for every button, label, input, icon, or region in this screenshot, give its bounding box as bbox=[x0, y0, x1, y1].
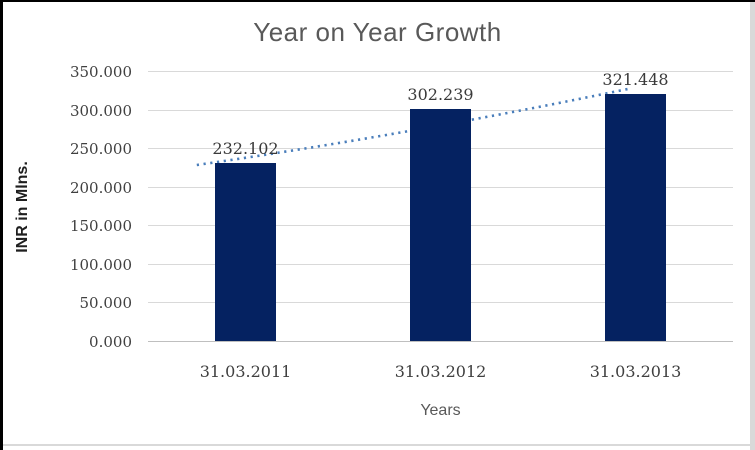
frame-right-edge bbox=[750, 2, 755, 450]
bar bbox=[605, 94, 666, 341]
bar bbox=[215, 162, 276, 341]
y-axis-tick-labels: 0.000 50.000 100.000 150.000 200.000 250.000 3… bbox=[0, 63, 140, 351]
plot-area: 232.102 302.239 321.448 bbox=[148, 70, 733, 342]
bar-data-label: 302.239 bbox=[407, 84, 474, 104]
y-tick-label: 250.000 bbox=[69, 140, 132, 159]
trendline bbox=[196, 86, 632, 167]
y-tick-label: 0.000 bbox=[89, 333, 132, 351]
bar-data-label: 232.102 bbox=[212, 138, 279, 158]
frame-top-edge bbox=[0, 0, 755, 2]
x-tick-label: 31.03.2011 bbox=[199, 362, 292, 381]
x-axis-line bbox=[148, 341, 733, 342]
y-tick-label: 350.000 bbox=[69, 63, 132, 81]
y-tick-label: 50.000 bbox=[79, 294, 133, 313]
y-tick-label: 150.000 bbox=[69, 217, 132, 236]
x-tick-label: 31.03.2012 bbox=[394, 362, 487, 381]
frame-left-edge bbox=[0, 0, 3, 450]
x-axis-tick-labels: 31.03.2011 31.03.2012 31.03.2013 bbox=[148, 362, 733, 384]
chart-title: Year on Year Growth bbox=[253, 17, 502, 47]
x-axis-title: Years bbox=[420, 402, 461, 419]
y-tick-label: 100.000 bbox=[69, 255, 132, 274]
y-tick-label: 300.000 bbox=[69, 101, 132, 120]
bar bbox=[410, 108, 471, 341]
gridline bbox=[148, 71, 733, 72]
bar-data-label: 321.448 bbox=[602, 70, 669, 90]
frame-bottom-edge bbox=[3, 444, 750, 446]
x-tick-label: 31.03.2013 bbox=[589, 362, 682, 381]
y-tick-label: 200.000 bbox=[69, 178, 132, 197]
